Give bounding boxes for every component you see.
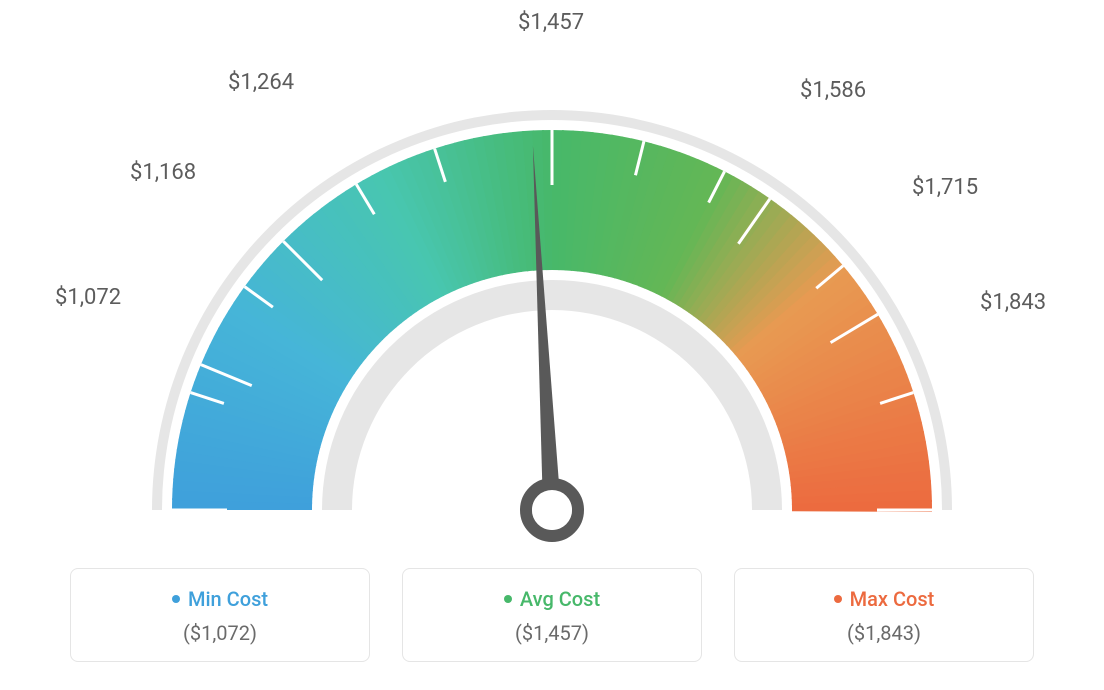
- legend-title-avg-text: Avg Cost: [520, 587, 600, 611]
- gauge-tick-label: $1,264: [228, 70, 294, 95]
- legend-row: Min Cost ($1,072) Avg Cost ($1,457) Max …: [0, 568, 1104, 662]
- legend-title-max-text: Max Cost: [850, 587, 935, 611]
- legend-title-avg: Avg Cost: [504, 587, 600, 611]
- legend-dot-avg: [504, 595, 512, 603]
- legend-title-min-text: Min Cost: [188, 587, 268, 611]
- gauge-svg: [40, 40, 1064, 560]
- legend-dot-max: [834, 595, 842, 603]
- gauge-tick-label: $1,843: [980, 290, 1046, 315]
- gauge-tick-label: $1,457: [518, 10, 584, 35]
- legend-value-avg: ($1,457): [415, 621, 689, 645]
- gauge-tick-label: $1,072: [55, 285, 121, 310]
- legend-card-max: Max Cost ($1,843): [734, 568, 1034, 662]
- legend-value-max: ($1,843): [747, 621, 1021, 645]
- gauge-area: $1,072 $1,168 $1,264 $1,457 $1,586 $1,715 $1,8…: [0, 0, 1104, 560]
- gauge-tick-label: $1,715: [912, 175, 978, 200]
- legend-card-avg: Avg Cost ($1,457): [402, 568, 702, 662]
- legend-value-min: ($1,072): [83, 621, 357, 645]
- gauge-tick-label: $1,168: [130, 160, 196, 185]
- legend-dot-min: [172, 595, 180, 603]
- legend-title-max: Max Cost: [834, 587, 935, 611]
- legend-title-min: Min Cost: [172, 587, 268, 611]
- gauge-chart-container: $1,072 $1,168 $1,264 $1,457 $1,586 $1,715 $1,8…: [0, 0, 1104, 690]
- legend-card-min: Min Cost ($1,072): [70, 568, 370, 662]
- gauge-tick-label: $1,586: [800, 78, 866, 103]
